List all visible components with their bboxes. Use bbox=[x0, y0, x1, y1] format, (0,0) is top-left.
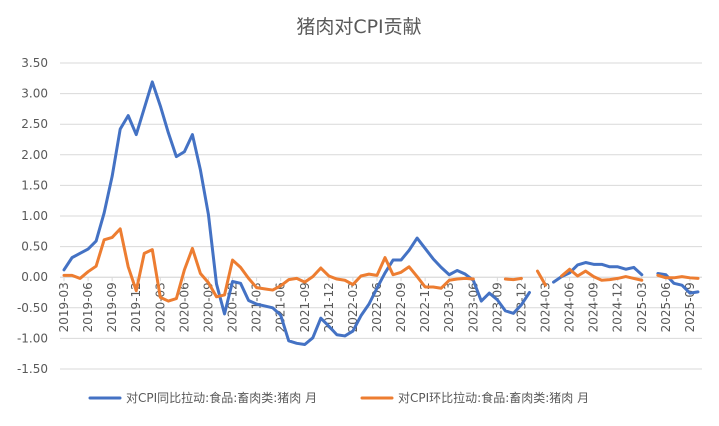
y-tick-label: -1.50 bbox=[17, 362, 48, 376]
series-lines bbox=[62, 80, 700, 347]
x-tick-label: 2019-12 bbox=[129, 282, 143, 332]
x-tick-label: 2022-09 bbox=[394, 282, 408, 332]
x-tick-label: 2024-09 bbox=[587, 282, 601, 332]
x-tick-label: 2023-06 bbox=[466, 282, 480, 332]
y-tick-label: -1.00 bbox=[17, 331, 48, 345]
x-tick-label: 2025-03 bbox=[635, 282, 649, 332]
chart-title: 猪肉对CPI贡献 bbox=[296, 16, 421, 38]
y-tick-label: 0.50 bbox=[21, 240, 48, 254]
x-tick-label: 2019-09 bbox=[105, 282, 119, 332]
y-tick-label: 1.50 bbox=[21, 178, 48, 192]
y-tick-label: 1.00 bbox=[21, 209, 48, 223]
y-tick-label: 0.00 bbox=[21, 270, 48, 284]
y-axis-ticks: 3.50 3.00 2.50 2.00 1.50 1.00 0.50 0.00 -0.50 -1.… bbox=[17, 56, 48, 376]
legend-label: 对CPI环比拉动:食品:畜肉类:猪肉 月 bbox=[398, 390, 589, 405]
series-line bbox=[62, 227, 700, 303]
y-tick-label: 3.50 bbox=[21, 56, 48, 70]
x-tick-label: 2023-03 bbox=[442, 282, 456, 332]
x-axis-ticks: 2019-03 2019-06 2019-09 2019-12 2020-03 2020-… bbox=[57, 277, 697, 332]
series-line bbox=[62, 80, 700, 347]
series-2 bbox=[62, 227, 700, 303]
x-tick-label: 2023-12 bbox=[514, 282, 528, 332]
y-tick-label: 3.00 bbox=[21, 87, 48, 101]
x-tick-label: 2025-09 bbox=[683, 282, 697, 332]
series-1 bbox=[62, 80, 700, 347]
x-tick-label: 2022-12 bbox=[418, 282, 432, 332]
x-tick-label: 2025-06 bbox=[659, 282, 673, 332]
x-tick-label: 2019-06 bbox=[81, 282, 95, 332]
x-tick-label: 2021-12 bbox=[322, 282, 336, 332]
x-tick-label: 2020-06 bbox=[177, 282, 191, 332]
x-tick-label: 2024-12 bbox=[611, 282, 625, 332]
x-tick-label: 2020-09 bbox=[201, 282, 215, 332]
y-tick-label: 2.50 bbox=[21, 117, 48, 131]
x-tick-label: 2023-09 bbox=[490, 282, 504, 332]
x-tick-label: 2024-03 bbox=[539, 282, 553, 332]
x-tick-label: 2024-06 bbox=[563, 282, 577, 332]
x-tick-label: 2021-06 bbox=[274, 282, 288, 332]
legend: 对CPI同比拉动:食品:畜肉类:猪肉 月 对CPI环比拉动:食品:畜肉类:猪肉 月 bbox=[88, 390, 589, 405]
x-tick-label: 2021-03 bbox=[250, 282, 264, 332]
x-tick-label: 2021-09 bbox=[298, 282, 312, 332]
y-tick-label: -0.50 bbox=[17, 301, 48, 315]
x-tick-label: 2020-03 bbox=[153, 282, 167, 332]
x-tick-label: 2019-03 bbox=[57, 282, 71, 332]
legend-label: 对CPI同比拉动:食品:畜肉类:猪肉 月 bbox=[126, 390, 317, 405]
x-tick-label: 2022-03 bbox=[346, 282, 360, 332]
y-tick-label: 2.00 bbox=[21, 148, 48, 162]
